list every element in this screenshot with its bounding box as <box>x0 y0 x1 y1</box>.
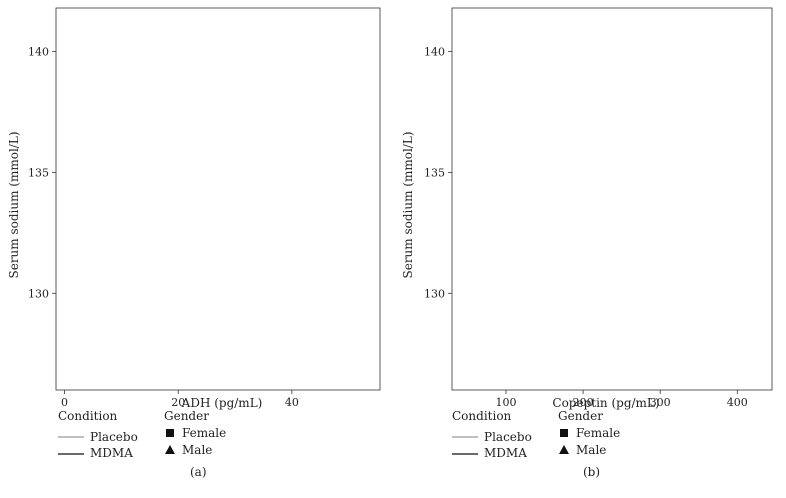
plot-frame <box>451 7 773 391</box>
panel-label: (b) <box>583 465 600 479</box>
legend-a: Condition Placebo MDMA Gender Female Mal… <box>58 409 226 479</box>
x-tick-label: 40 <box>285 396 299 409</box>
y-axis-label: Serum sodium (mmol/L) <box>7 132 21 279</box>
y-tick-label: 130 <box>28 287 49 300</box>
legend-male-label: Male <box>576 443 606 457</box>
x-tick-label: 100 <box>495 396 516 409</box>
x-tick-label: 0 <box>61 396 68 409</box>
plot-area: 100 200 300 400 130 135 140 <box>424 7 773 409</box>
y-axis-label: Serum sodium (mmol/L) <box>401 132 415 279</box>
legend-placebo-label: Placebo <box>90 430 138 444</box>
x-axis-label: Copeptin (pg/mL) <box>552 396 659 410</box>
legend-female-square <box>560 429 568 437</box>
y-tick-label: 135 <box>28 166 49 179</box>
legend-condition-title: Condition <box>58 409 118 423</box>
y-tick-label: 135 <box>424 166 445 179</box>
y-tick-label: 140 <box>28 46 49 59</box>
legend-b: Condition Placebo MDMA Gender Female Mal… <box>452 409 620 479</box>
panel-a: Serum sodium (mmol/L) ADH (pg/mL) 0 20 40 1… <box>7 7 381 479</box>
y-tick-label: 140 <box>424 46 445 59</box>
legend-female-label: Female <box>182 426 226 440</box>
legend-female-label: Female <box>576 426 620 440</box>
x-tick-label: 200 <box>573 396 594 409</box>
legend-placebo-label: Placebo <box>484 430 532 444</box>
x-tick-label: 20 <box>171 396 185 409</box>
legend-female-square <box>166 429 174 437</box>
y-tick-label: 130 <box>424 287 445 300</box>
panel-label: (a) <box>190 465 207 479</box>
legend-condition-title: Condition <box>452 409 512 423</box>
panel-b: Serum sodium (mmol/L) Copeptin (pg/mL) 1… <box>401 7 773 479</box>
x-axis-label: ADH (pg/mL) <box>181 396 263 410</box>
legend-mdma-label: MDMA <box>484 446 527 460</box>
legend-male-triangle <box>559 445 569 454</box>
x-tick-label: 400 <box>727 396 748 409</box>
plot-area: 0 20 40 130 135 140 <box>28 7 381 409</box>
plot-frame <box>55 7 381 391</box>
legend-gender-title: Gender <box>164 409 209 423</box>
legend-mdma-label: MDMA <box>90 446 133 460</box>
legend-male-triangle <box>165 445 175 454</box>
legend-male-label: Male <box>182 443 212 457</box>
legend-gender-title: Gender <box>558 409 603 423</box>
x-tick-label: 300 <box>650 396 671 409</box>
